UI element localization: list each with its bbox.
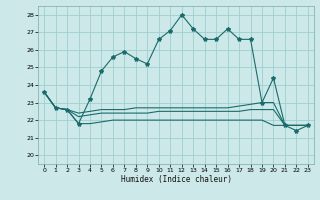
X-axis label: Humidex (Indice chaleur): Humidex (Indice chaleur)	[121, 175, 231, 184]
